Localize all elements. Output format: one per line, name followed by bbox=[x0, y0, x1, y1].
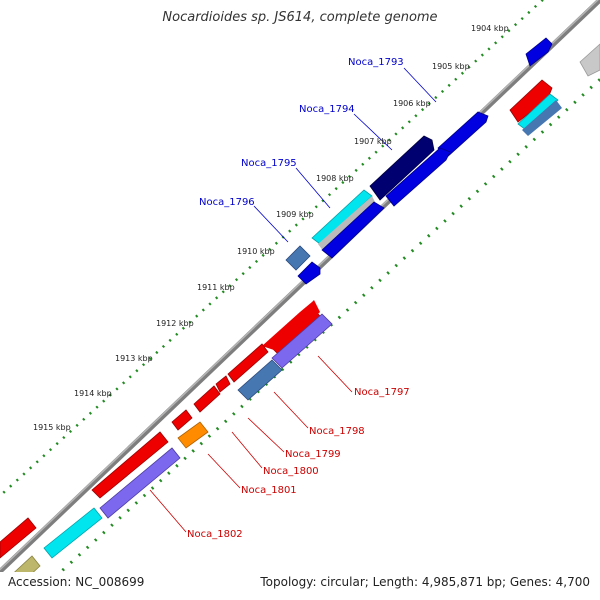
scale-label: 1905 kbp bbox=[432, 62, 470, 71]
scale-labels: 1904 kbp 1905 kbp 1906 kbp 1907 kbp 1908… bbox=[33, 24, 509, 432]
forward-strand-track bbox=[285, 37, 600, 271]
scale-label: 1913 kbp bbox=[115, 354, 153, 363]
scale-label: 1911 kbp bbox=[197, 283, 235, 292]
gene-box-purple-a[interactable] bbox=[271, 313, 333, 369]
scale-label: 1914 kbp bbox=[74, 389, 112, 398]
gene-box-khaki-bottom[interactable] bbox=[6, 555, 41, 590]
scale-label: 1910 kbp bbox=[237, 247, 275, 256]
gene-box-red-small[interactable] bbox=[171, 409, 193, 431]
map-title: Nocardioides sp. JS614, complete genome bbox=[162, 10, 438, 25]
gene-box-noca-1802[interactable] bbox=[91, 431, 169, 499]
reverse-strand-track bbox=[0, 300, 321, 559]
gene-label-noca-1795[interactable]: Noca_1795 bbox=[241, 158, 297, 169]
gene-label-noca-1797[interactable]: Noca_1797 bbox=[354, 387, 410, 398]
forward-callouts bbox=[253, 67, 437, 243]
scale-label: 1909 kbp bbox=[276, 210, 314, 219]
reverse-strand-inner-track bbox=[6, 313, 333, 590]
gene-box-noca-1800[interactable] bbox=[193, 385, 221, 413]
accession-text: Accession: NC_008699 bbox=[8, 575, 145, 589]
scale-label: 1908 kbp bbox=[316, 174, 354, 183]
gene-box-grey-top[interactable] bbox=[579, 43, 600, 77]
gene-box-cyan-top[interactable] bbox=[517, 93, 562, 136]
forward-gene-labels: Noca_1793 Noca_1794 Noca_1795 Noca_1796 bbox=[199, 57, 404, 208]
reverse-gene-labels: Noca_1797 Noca_1798 Noca_1799 Noca_1800 … bbox=[187, 387, 410, 540]
forward-strand-inner-track bbox=[297, 147, 451, 285]
gene-box-cyan-bottom[interactable] bbox=[43, 507, 103, 559]
gene-box-noca-1796[interactable] bbox=[285, 245, 311, 271]
gene-label-noca-1800[interactable]: Noca_1800 bbox=[263, 466, 319, 477]
scale-label: 1906 kbp bbox=[393, 99, 431, 108]
gene-box-noca-1801[interactable] bbox=[177, 421, 209, 449]
gene-box-noca-1798[interactable] bbox=[227, 343, 269, 383]
gene-box-noca-1794[interactable] bbox=[369, 135, 435, 201]
gene-box-blue-c[interactable] bbox=[297, 261, 321, 285]
gene-label-noca-1796[interactable]: Noca_1796 bbox=[199, 197, 255, 208]
reverse-callouts bbox=[149, 355, 353, 533]
gene-label-noca-1802[interactable]: Noca_1802 bbox=[187, 529, 243, 540]
genome-summary-text: Topology: circular; Length: 4,985,871 bp… bbox=[260, 575, 590, 589]
gene-box-noca-1799[interactable] bbox=[215, 375, 231, 393]
gene-box-noca-1795[interactable] bbox=[311, 189, 376, 252]
gene-box-noca-1793-upstream[interactable] bbox=[525, 37, 553, 67]
gene-box-steelblue-a[interactable] bbox=[237, 359, 283, 401]
gene-label-noca-1799[interactable]: Noca_1799 bbox=[285, 449, 341, 460]
genome-backbone bbox=[0, 0, 600, 572]
scale-label: 1912 kbp bbox=[156, 319, 194, 328]
gene-label-noca-1793[interactable]: Noca_1793 bbox=[348, 57, 404, 68]
gene-label-noca-1794[interactable]: Noca_1794 bbox=[299, 104, 355, 115]
gene-label-noca-1798[interactable]: Noca_1798 bbox=[309, 426, 365, 437]
scale-label: 1904 kbp bbox=[471, 24, 509, 33]
scale-label: 1907 kbp bbox=[354, 137, 392, 146]
gene-box-blue-b[interactable] bbox=[321, 201, 385, 259]
gene-label-noca-1801[interactable]: Noca_1801 bbox=[241, 485, 297, 496]
gene-box-red-bottom[interactable] bbox=[0, 517, 37, 559]
gene-box-blue-a[interactable] bbox=[385, 147, 451, 207]
gene-box-red-top[interactable] bbox=[509, 79, 553, 123]
gene-box-purple-b[interactable] bbox=[99, 447, 181, 519]
scale-label: 1915 kbp bbox=[33, 423, 71, 432]
